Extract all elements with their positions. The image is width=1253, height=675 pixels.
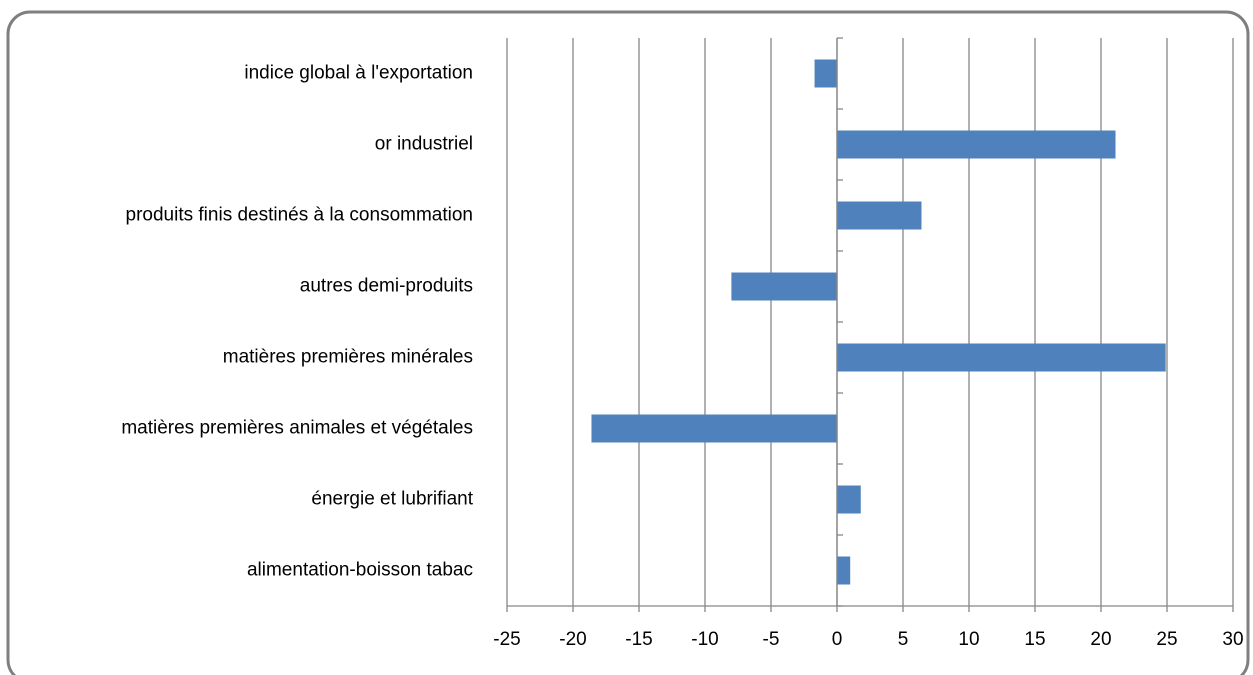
x-tick-label: -15 bbox=[625, 629, 652, 650]
x-tick-label: -5 bbox=[763, 629, 780, 650]
x-tick-label: 25 bbox=[1156, 629, 1177, 650]
bar bbox=[837, 485, 861, 514]
bar bbox=[837, 201, 922, 230]
x-tick-label: -10 bbox=[691, 629, 718, 650]
x-tick-label: 20 bbox=[1090, 629, 1111, 650]
y-tick-label: matières premières minérales bbox=[223, 347, 473, 368]
x-tick-label: -25 bbox=[493, 629, 520, 650]
bar bbox=[837, 130, 1116, 159]
bar bbox=[814, 59, 837, 88]
x-tick-label: 0 bbox=[832, 629, 843, 650]
chart-frame bbox=[6, 10, 1250, 675]
bar bbox=[591, 414, 837, 443]
x-tick-label: 30 bbox=[1222, 629, 1243, 650]
y-tick-label: autres demi-produits bbox=[300, 276, 473, 297]
bar bbox=[837, 343, 1166, 372]
y-tick-label: or industriel bbox=[375, 134, 473, 155]
y-tick-label: indice global à l'exportation bbox=[244, 63, 473, 84]
y-tick-label: matières premières animales et végétales bbox=[121, 418, 473, 439]
y-tick-label: alimentation-boisson tabac bbox=[247, 560, 473, 581]
bar bbox=[731, 272, 837, 301]
x-tick-label: -20 bbox=[559, 629, 586, 650]
x-tick-label: 15 bbox=[1024, 629, 1045, 650]
x-tick-label: 10 bbox=[958, 629, 979, 650]
y-tick-label: énergie et lubrifiant bbox=[311, 489, 473, 510]
x-tick-label: 5 bbox=[898, 629, 909, 650]
bar bbox=[837, 556, 851, 585]
y-tick-label: produits finis destinés à la consommatio… bbox=[126, 205, 473, 226]
